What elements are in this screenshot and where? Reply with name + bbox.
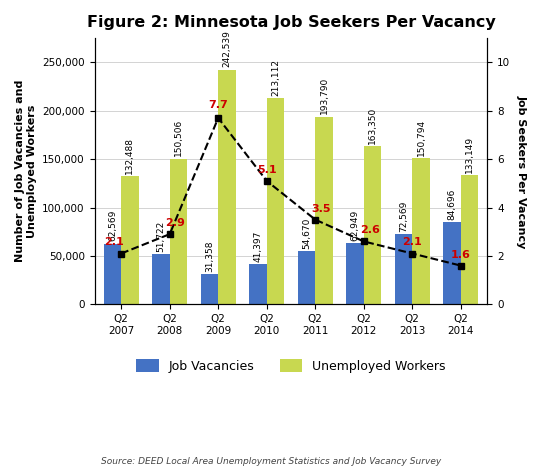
Bar bbox=[315, 117, 333, 304]
Text: 2.1: 2.1 bbox=[402, 237, 422, 248]
Bar bbox=[267, 98, 284, 304]
Bar bbox=[364, 146, 381, 304]
Text: 150,794: 150,794 bbox=[416, 119, 425, 156]
Text: 132,488: 132,488 bbox=[125, 137, 134, 174]
Text: 62,949: 62,949 bbox=[351, 210, 359, 241]
Text: 242,539: 242,539 bbox=[222, 30, 231, 67]
Bar bbox=[121, 176, 139, 304]
Text: 41,397: 41,397 bbox=[254, 230, 262, 262]
Text: 54,670: 54,670 bbox=[302, 218, 311, 249]
Title: Figure 2: Minnesota Job Seekers Per Vacancy: Figure 2: Minnesota Job Seekers Per Vaca… bbox=[87, 15, 495, 30]
Text: 7.7: 7.7 bbox=[208, 100, 228, 110]
Text: Source: DEED Local Area Unemployment Statistics and Job Vacancy Survey: Source: DEED Local Area Unemployment Sta… bbox=[101, 457, 441, 466]
Bar bbox=[346, 243, 364, 304]
Text: 193,790: 193,790 bbox=[319, 77, 328, 114]
Y-axis label: Number of Job Vacancies and
Unemployed Workers: Number of Job Vacancies and Unemployed W… bbox=[15, 80, 37, 263]
Text: 31,358: 31,358 bbox=[205, 240, 214, 271]
Text: 133,149: 133,149 bbox=[465, 136, 474, 173]
Text: 163,350: 163,350 bbox=[368, 107, 377, 144]
Bar bbox=[201, 274, 218, 304]
Text: 3.5: 3.5 bbox=[311, 204, 331, 213]
Bar bbox=[443, 222, 461, 304]
Text: 1.6: 1.6 bbox=[451, 249, 471, 260]
Bar bbox=[104, 244, 121, 304]
Bar bbox=[218, 70, 236, 304]
Text: 51,722: 51,722 bbox=[157, 220, 165, 252]
Text: 84,696: 84,696 bbox=[448, 189, 456, 220]
Bar bbox=[461, 176, 478, 304]
Legend: Job Vacancies, Unemployed Workers: Job Vacancies, Unemployed Workers bbox=[131, 354, 450, 378]
Y-axis label: Job Seekers Per Vacancy: Job Seekers Per Vacancy bbox=[517, 95, 527, 248]
Text: 72,569: 72,569 bbox=[399, 200, 408, 232]
Text: 2.6: 2.6 bbox=[360, 226, 379, 235]
Text: 213,112: 213,112 bbox=[271, 58, 280, 95]
Text: 2.1: 2.1 bbox=[104, 237, 124, 248]
Bar bbox=[298, 251, 315, 304]
Bar bbox=[170, 159, 187, 304]
Bar bbox=[152, 254, 170, 304]
Text: 150,506: 150,506 bbox=[174, 119, 183, 156]
Text: 2.9: 2.9 bbox=[166, 218, 185, 228]
Bar bbox=[412, 158, 430, 304]
Bar bbox=[395, 234, 412, 304]
Text: 5.1: 5.1 bbox=[257, 165, 276, 175]
Text: 62,569: 62,569 bbox=[108, 210, 117, 241]
Bar bbox=[249, 264, 267, 304]
